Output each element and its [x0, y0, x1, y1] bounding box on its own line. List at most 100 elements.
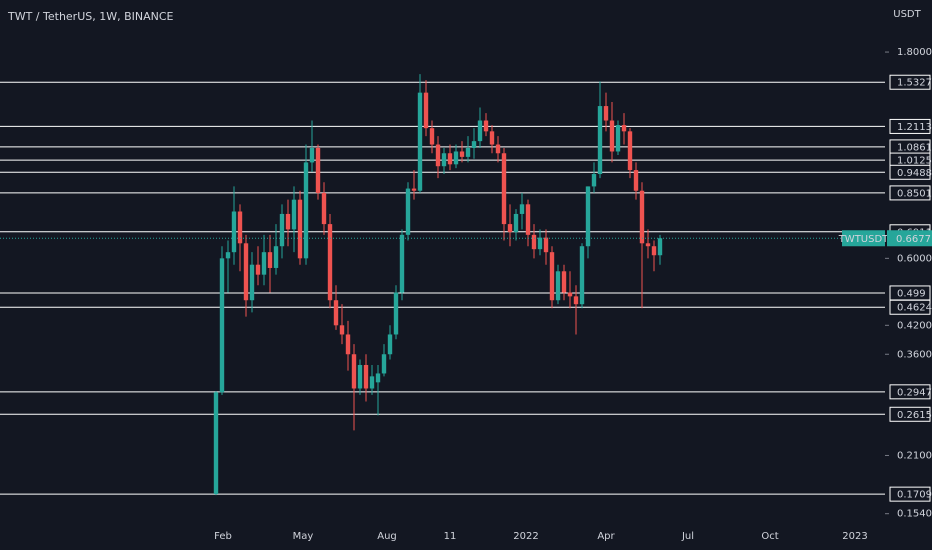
y-tick-label: 1.8000 — [897, 47, 932, 58]
candle-body — [423, 92, 429, 129]
candle-body — [279, 213, 285, 247]
candle-body — [525, 204, 531, 235]
candle-body — [357, 364, 363, 389]
candle-body — [267, 252, 273, 268]
candle-body — [627, 131, 633, 171]
level-label-box — [889, 299, 931, 315]
x-tick-label: 11 — [444, 531, 457, 542]
candle-body — [339, 325, 345, 335]
x-tick-label: Feb — [214, 531, 232, 542]
candle-body — [597, 106, 603, 175]
candle-body — [285, 213, 291, 230]
candle-body — [615, 125, 621, 152]
candle-body — [351, 354, 357, 389]
candle-body — [225, 252, 231, 259]
level-label-box — [889, 118, 931, 134]
candle-body — [657, 238, 663, 256]
candle-body — [435, 144, 441, 167]
candle-body — [315, 147, 321, 193]
x-tick-label: Aug — [377, 531, 397, 542]
candle-body — [309, 147, 315, 163]
last-name: TWTUSDT — [838, 234, 889, 245]
candle-body — [465, 147, 471, 157]
candle-body — [555, 271, 561, 301]
candle-body — [501, 153, 507, 225]
last-price-box — [887, 230, 932, 247]
candle-body — [417, 92, 423, 191]
candle-body — [603, 106, 609, 121]
candle-body — [639, 190, 645, 244]
candle-body — [561, 271, 567, 293]
y-tick-label: 0.3600 — [897, 349, 932, 360]
candle-body — [327, 224, 333, 301]
level-label: 1.0861 — [897, 142, 932, 153]
candle-body — [549, 252, 555, 301]
candle-body — [651, 246, 657, 256]
candle-body — [303, 162, 309, 259]
candle-body — [543, 237, 549, 253]
level-label: 0.2947 — [897, 387, 932, 398]
candle-body — [261, 252, 267, 275]
candle-body — [363, 364, 369, 389]
level-label: 1.5327 — [897, 78, 932, 89]
candle-body — [621, 125, 627, 132]
level-label-box — [889, 406, 931, 422]
level-label: 0.8501 — [897, 188, 932, 199]
candle-body — [567, 292, 573, 297]
candle-body — [375, 373, 381, 383]
candle-body — [249, 264, 255, 301]
level-label-box — [889, 164, 931, 180]
candle-body — [519, 204, 525, 214]
candle-body — [429, 128, 435, 145]
candle-body — [393, 292, 399, 335]
x-tick-label: Apr — [597, 531, 615, 542]
x-tick-label: Jul — [681, 531, 694, 542]
candle-body — [633, 170, 639, 191]
y-tick-label: 0.2100 — [897, 450, 932, 461]
x-tick-label: Oct — [761, 531, 778, 542]
candle-body — [237, 211, 243, 244]
candle-body — [645, 243, 651, 247]
level-label: 0.9488 — [897, 168, 932, 179]
axis-unit: USDT — [893, 9, 921, 20]
candle-body — [531, 234, 537, 250]
level-label: 1.0125 — [897, 156, 932, 167]
level-label-box — [889, 486, 931, 502]
candle-body — [345, 334, 351, 355]
candle-body — [453, 151, 459, 165]
chart-title: TWT / TetherUS, 1W, BINANCE — [7, 10, 174, 23]
candle-body — [507, 224, 513, 233]
candle-body — [459, 151, 465, 157]
level-label-box — [889, 384, 931, 400]
candle-body — [477, 120, 483, 142]
last-price: 0.6677 — [896, 234, 931, 245]
level-label: 0.1709 — [897, 490, 932, 501]
candle-body — [213, 392, 219, 495]
candle-body — [483, 120, 489, 132]
candle-body — [513, 213, 519, 233]
level-label-box — [889, 74, 931, 90]
level-label: 1.2113 — [897, 122, 932, 133]
candle-body — [585, 186, 591, 247]
candle-body — [297, 199, 303, 259]
x-tick-label: 2022 — [513, 531, 538, 542]
candle-body — [381, 354, 387, 374]
x-tick-label: May — [293, 531, 314, 542]
level-label-box — [889, 185, 931, 201]
candle-body — [243, 243, 249, 301]
candle-body — [489, 131, 495, 145]
y-tick-label: 0.4200 — [897, 320, 932, 331]
candle-body — [537, 237, 543, 250]
candle-body — [387, 334, 393, 355]
candle-body — [441, 153, 447, 167]
candle-body — [573, 296, 579, 305]
level-label: 0.2615 — [897, 410, 932, 421]
candle-body — [231, 211, 237, 253]
level-label: 0.4624 — [897, 303, 932, 314]
candle-body — [291, 199, 297, 230]
y-tick-label: 0.1540 — [897, 509, 932, 520]
candle-body — [255, 264, 261, 275]
candle-body — [495, 144, 501, 154]
